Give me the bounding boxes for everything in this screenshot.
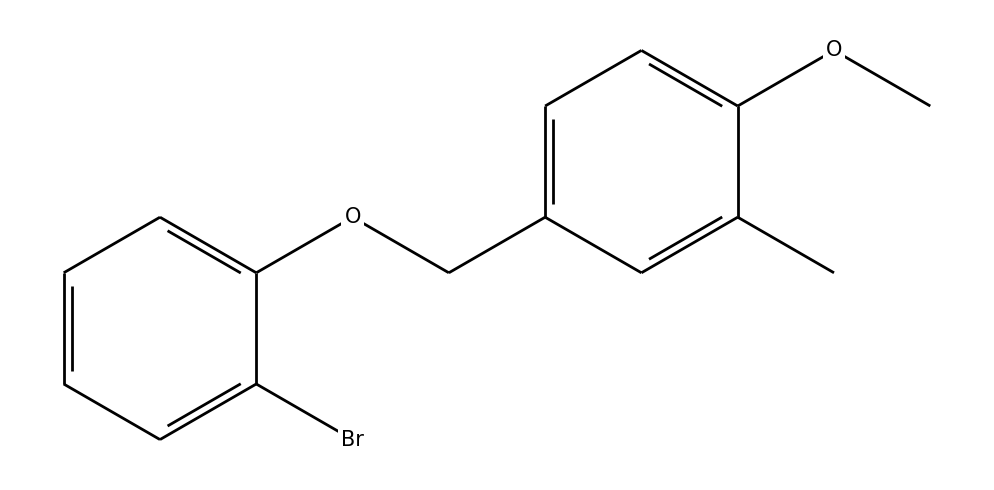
Text: O: O: [344, 207, 361, 227]
Text: Br: Br: [341, 430, 364, 449]
Text: O: O: [826, 41, 842, 60]
